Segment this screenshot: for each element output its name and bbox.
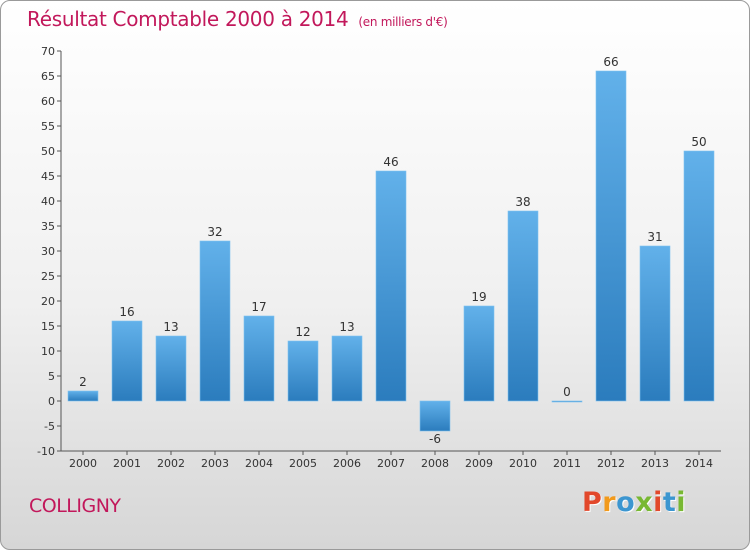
y-tick-label: -10 [37, 445, 55, 458]
proxiti-logo: Proxiti [582, 487, 686, 518]
x-tick-label: 2000 [69, 457, 97, 470]
logo-letter: i [676, 487, 687, 518]
x-tick-label: 2005 [289, 457, 317, 470]
bar [287, 340, 319, 402]
data-label: 13 [339, 320, 354, 334]
x-tick-label: 2009 [465, 457, 493, 470]
bar [199, 240, 231, 402]
logo-letter: x [635, 487, 654, 518]
y-tick-label: 35 [41, 220, 55, 233]
data-label: 19 [471, 290, 486, 304]
bar [243, 315, 275, 402]
y-tick-label: 30 [41, 245, 55, 258]
data-label: 31 [647, 230, 662, 244]
data-label: -6 [429, 432, 441, 446]
bar [507, 210, 539, 402]
bar [67, 390, 99, 402]
data-label: 46 [383, 155, 398, 169]
data-label: 50 [691, 135, 706, 149]
y-tick-label: 45 [41, 170, 55, 183]
x-tick-label: 2006 [333, 457, 361, 470]
logo-letter: r [602, 487, 617, 518]
y-tick-label: 25 [41, 270, 55, 283]
bar [683, 150, 715, 402]
logo-letter: o [616, 487, 636, 518]
bar [155, 335, 187, 402]
y-tick-label: 40 [41, 195, 55, 208]
bar [551, 400, 583, 403]
unit-note: (en milliers d'€) [358, 15, 448, 29]
logo-letter: P [582, 487, 603, 518]
y-tick-label: 55 [41, 120, 55, 133]
data-label: 32 [207, 225, 222, 239]
data-label: 66 [603, 55, 618, 69]
data-label: 2 [79, 375, 87, 389]
x-tick-label: 2003 [201, 457, 229, 470]
x-tick-label: 2013 [641, 457, 669, 470]
x-tick-label: 2004 [245, 457, 273, 470]
logo-letter: t [662, 487, 677, 518]
bar [375, 170, 407, 402]
bars: 2 16 13 32 17 12 13 46 -6 19 38 0 66 31 50 [67, 55, 715, 446]
x-tick-label: 2001 [113, 457, 141, 470]
y-tick-label: 20 [41, 295, 55, 308]
x-tick-label: 2010 [509, 457, 537, 470]
data-label: 38 [515, 195, 530, 209]
y-tick-label: 50 [41, 145, 55, 158]
bar [639, 245, 671, 402]
bar [595, 70, 627, 402]
y-tick-label: 0 [48, 395, 55, 408]
data-label: 12 [295, 325, 310, 339]
bar [463, 305, 495, 402]
y-tick-label: 65 [41, 70, 55, 83]
logo-letter: i [653, 487, 663, 518]
data-label: 13 [163, 320, 178, 334]
data-label: 0 [563, 385, 571, 399]
x-tick-label: 2011 [553, 457, 581, 470]
y-tick-label: 60 [41, 95, 55, 108]
x-tick-label: 2002 [157, 457, 185, 470]
y-tick-label: 15 [41, 320, 55, 333]
x-tick-label: 2007 [377, 457, 405, 470]
title-text: Résultat Comptable 2000 à 2014 [27, 7, 349, 31]
x-tick-label: 2014 [685, 457, 713, 470]
commune-name: COLLIGNY [29, 495, 121, 517]
x-tick-label: 2008 [421, 457, 449, 470]
data-label: 17 [251, 300, 266, 314]
y-tick-label: 5 [48, 370, 55, 383]
bar [331, 335, 363, 402]
bar [419, 400, 451, 432]
y-tick-label: 10 [41, 345, 55, 358]
y-tick-label: -5 [44, 420, 55, 433]
data-label: 16 [119, 305, 134, 319]
chart-title: Résultat Comptable 2000 à 2014 (en millie… [27, 7, 448, 31]
y-tick-label: 70 [41, 45, 55, 58]
x-tick-label: 2012 [597, 457, 625, 470]
bar [111, 320, 143, 402]
